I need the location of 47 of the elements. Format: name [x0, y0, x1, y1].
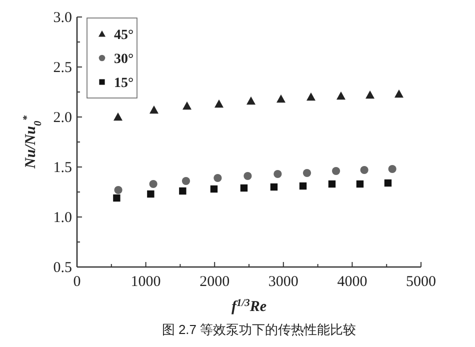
- y-tick-label: 2.0: [53, 110, 72, 126]
- y-tick-label: 3.0: [53, 10, 72, 26]
- point: [384, 179, 392, 187]
- point: [114, 112, 123, 121]
- x-tick-label: 5000: [406, 274, 436, 290]
- point: [332, 166, 340, 176]
- point: [182, 102, 192, 110]
- point: [306, 92, 316, 101]
- point: [394, 90, 404, 98]
- point: [299, 182, 307, 190]
- x-axis-title: f$^{1/3}$Re: [231, 298, 267, 315]
- point: [179, 187, 186, 195]
- point: [114, 186, 122, 194]
- point: [214, 174, 222, 182]
- point: [276, 94, 286, 103]
- legend-label: 45°: [114, 28, 134, 43]
- point: [149, 180, 158, 188]
- legend-label: 30°: [114, 52, 134, 67]
- legend-label: 15°: [114, 76, 134, 91]
- x-tick-label: 4000: [337, 274, 368, 290]
- x-tick-label: 0: [73, 274, 81, 290]
- point: [302, 168, 312, 178]
- point: [147, 190, 154, 198]
- point: [182, 176, 190, 186]
- point: [240, 184, 248, 192]
- point: [356, 180, 364, 188]
- point: [113, 194, 120, 202]
- point: [149, 106, 158, 114]
- point: [270, 183, 278, 191]
- x-tick-label: 1000: [130, 274, 161, 290]
- point: [210, 185, 218, 193]
- x-tick-label: 2000: [200, 274, 230, 290]
- point: [336, 92, 346, 100]
- y-tick-label: 1.5: [53, 160, 72, 176]
- point: [214, 100, 224, 108]
- point: [244, 172, 252, 180]
- y-tick-label: 1.0: [53, 210, 72, 226]
- point: [388, 164, 396, 174]
- point: [246, 96, 256, 105]
- point: [328, 180, 336, 188]
- point: [360, 166, 368, 174]
- point: [366, 90, 375, 99]
- x-tick-label: 3000: [268, 274, 298, 290]
- caption: 图 2.7 等效泵功下的传热性能比较: [162, 322, 356, 337]
- y-tick-label: 2.5: [53, 60, 72, 76]
- y-tick-label: 0.5: [53, 260, 72, 276]
- point: [274, 170, 282, 178]
